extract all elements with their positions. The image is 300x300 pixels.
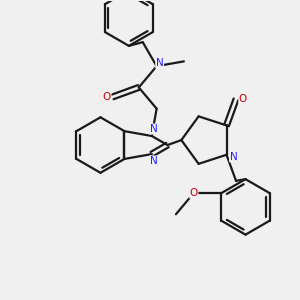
Text: N: N: [230, 152, 237, 162]
Text: N: N: [156, 58, 164, 68]
Text: O: O: [103, 92, 111, 102]
Text: O: O: [239, 94, 247, 104]
Text: N: N: [150, 124, 158, 134]
Text: O: O: [190, 188, 198, 198]
Text: N: N: [150, 156, 158, 166]
